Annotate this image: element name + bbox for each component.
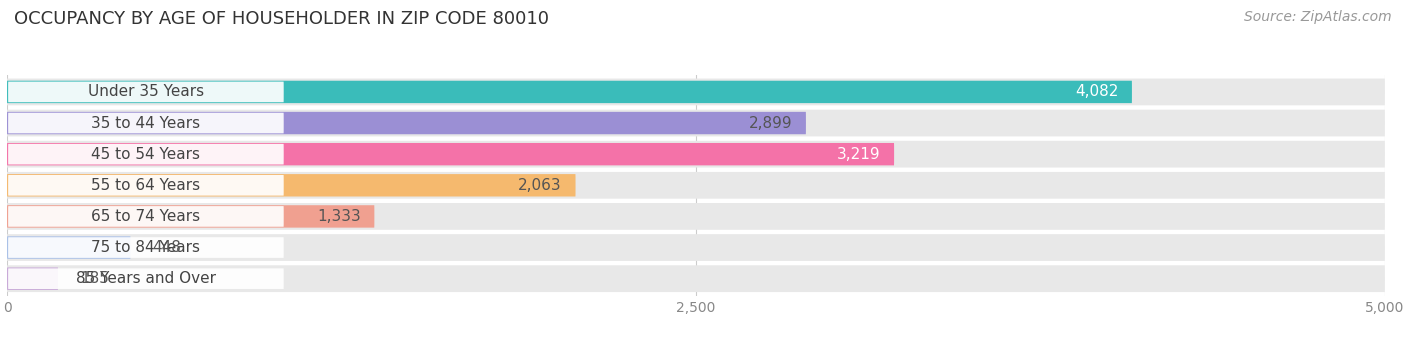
Text: 75 to 84 Years: 75 to 84 Years <box>91 240 201 255</box>
Text: 65 to 74 Years: 65 to 74 Years <box>91 209 201 224</box>
FancyBboxPatch shape <box>7 141 1385 168</box>
Text: 185: 185 <box>80 271 108 286</box>
FancyBboxPatch shape <box>7 174 575 197</box>
Text: 55 to 64 Years: 55 to 64 Years <box>91 178 201 193</box>
FancyBboxPatch shape <box>7 112 806 134</box>
FancyBboxPatch shape <box>7 205 374 228</box>
FancyBboxPatch shape <box>8 175 284 195</box>
Text: 3,219: 3,219 <box>837 147 880 162</box>
Text: 85 Years and Over: 85 Years and Over <box>76 271 217 286</box>
FancyBboxPatch shape <box>7 81 1132 103</box>
Text: 1,333: 1,333 <box>316 209 360 224</box>
Text: 2,063: 2,063 <box>519 178 562 193</box>
Text: OCCUPANCY BY AGE OF HOUSEHOLDER IN ZIP CODE 80010: OCCUPANCY BY AGE OF HOUSEHOLDER IN ZIP C… <box>14 10 550 28</box>
Text: 35 to 44 Years: 35 to 44 Years <box>91 116 201 131</box>
FancyBboxPatch shape <box>7 143 894 165</box>
FancyBboxPatch shape <box>7 265 1385 292</box>
FancyBboxPatch shape <box>7 79 1385 105</box>
FancyBboxPatch shape <box>7 236 131 259</box>
FancyBboxPatch shape <box>7 172 1385 199</box>
FancyBboxPatch shape <box>8 113 284 133</box>
FancyBboxPatch shape <box>8 237 284 258</box>
Text: 2,899: 2,899 <box>748 116 792 131</box>
FancyBboxPatch shape <box>7 110 1385 136</box>
Text: Under 35 Years: Under 35 Years <box>87 84 204 99</box>
FancyBboxPatch shape <box>8 268 284 289</box>
FancyBboxPatch shape <box>7 203 1385 230</box>
FancyBboxPatch shape <box>7 268 58 290</box>
FancyBboxPatch shape <box>8 144 284 165</box>
Text: 45 to 54 Years: 45 to 54 Years <box>91 147 201 162</box>
Text: 4,082: 4,082 <box>1074 84 1118 99</box>
Text: 448: 448 <box>152 240 181 255</box>
Text: Source: ZipAtlas.com: Source: ZipAtlas.com <box>1244 10 1392 24</box>
FancyBboxPatch shape <box>7 234 1385 261</box>
FancyBboxPatch shape <box>8 82 284 102</box>
FancyBboxPatch shape <box>8 206 284 227</box>
